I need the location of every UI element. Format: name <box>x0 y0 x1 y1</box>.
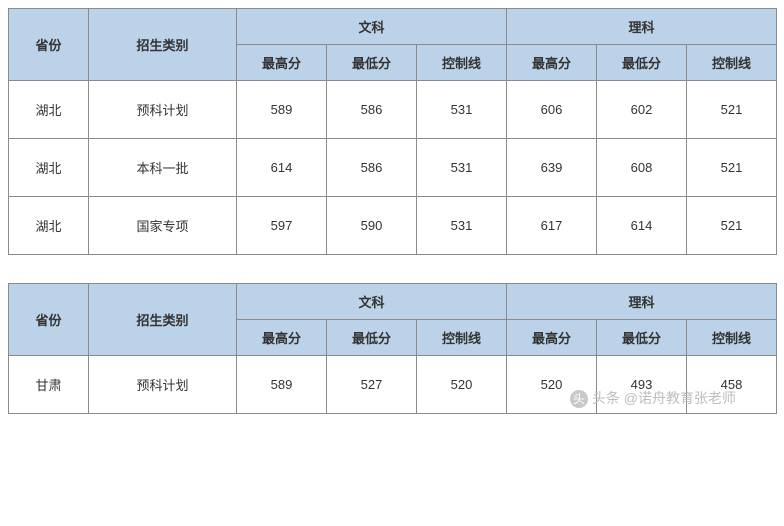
cell-category: 国家专项 <box>89 197 237 255</box>
score-table: 省份 招生类别 文科 理科 最高分 最低分 控制线 最高分 最低分 控制线 甘肃… <box>8 283 777 414</box>
cell-arts-ctrl: 531 <box>417 81 507 139</box>
hdr-sci-ctrl: 控制线 <box>687 45 777 81</box>
cell-sci-ctrl: 521 <box>687 197 777 255</box>
hdr-science-group: 理科 <box>507 284 777 320</box>
cell-sci-max: 520 <box>507 356 597 414</box>
cell-category: 本科一批 <box>89 139 237 197</box>
hdr-arts-max: 最高分 <box>237 45 327 81</box>
cell-arts-max: 589 <box>237 356 327 414</box>
table-header: 省份 招生类别 文科 理科 最高分 最低分 控制线 最高分 最低分 控制线 <box>9 9 777 81</box>
hdr-arts-ctrl: 控制线 <box>417 320 507 356</box>
cell-sci-ctrl: 521 <box>687 139 777 197</box>
hdr-arts-min: 最低分 <box>327 320 417 356</box>
table-row: 湖北 国家专项 597 590 531 617 614 521 <box>9 197 777 255</box>
hdr-province: 省份 <box>9 284 89 356</box>
table-row: 甘肃 预科计划 589 527 520 520 493 458 <box>9 356 777 414</box>
hdr-arts-max: 最高分 <box>237 320 327 356</box>
cell-arts-ctrl: 531 <box>417 139 507 197</box>
table-row: 湖北 本科一批 614 586 531 639 608 521 <box>9 139 777 197</box>
hdr-sci-ctrl: 控制线 <box>687 320 777 356</box>
cell-arts-min: 586 <box>327 139 417 197</box>
cell-arts-min: 590 <box>327 197 417 255</box>
cell-arts-ctrl: 531 <box>417 197 507 255</box>
hdr-sci-max: 最高分 <box>507 320 597 356</box>
hdr-sci-min: 最低分 <box>597 320 687 356</box>
hdr-sci-max: 最高分 <box>507 45 597 81</box>
hdr-category: 招生类别 <box>89 9 237 81</box>
table-row: 湖北 预科计划 589 586 531 606 602 521 <box>9 81 777 139</box>
cell-sci-max: 639 <box>507 139 597 197</box>
cell-arts-ctrl: 520 <box>417 356 507 414</box>
cell-arts-max: 614 <box>237 139 327 197</box>
hdr-science-group: 理科 <box>507 9 777 45</box>
cell-arts-max: 597 <box>237 197 327 255</box>
cell-sci-ctrl: 521 <box>687 81 777 139</box>
hdr-sci-min: 最低分 <box>597 45 687 81</box>
cell-arts-max: 589 <box>237 81 327 139</box>
cell-province: 湖北 <box>9 139 89 197</box>
cell-sci-min: 493 <box>597 356 687 414</box>
cell-category: 预科计划 <box>89 81 237 139</box>
cell-sci-max: 606 <box>507 81 597 139</box>
hdr-arts-group: 文科 <box>237 9 507 45</box>
table-header: 省份 招生类别 文科 理科 最高分 最低分 控制线 最高分 最低分 控制线 <box>9 284 777 356</box>
cell-sci-min: 608 <box>597 139 687 197</box>
hdr-category: 招生类别 <box>89 284 237 356</box>
cell-sci-min: 602 <box>597 81 687 139</box>
cell-sci-max: 617 <box>507 197 597 255</box>
hdr-arts-group: 文科 <box>237 284 507 320</box>
cell-province: 湖北 <box>9 81 89 139</box>
hdr-province: 省份 <box>9 9 89 81</box>
hdr-arts-ctrl: 控制线 <box>417 45 507 81</box>
hdr-arts-min: 最低分 <box>327 45 417 81</box>
score-table-1: 省份 招生类别 文科 理科 最高分 最低分 控制线 最高分 最低分 控制线 湖北… <box>8 8 776 255</box>
cell-arts-min: 586 <box>327 81 417 139</box>
cell-sci-ctrl: 458 <box>687 356 777 414</box>
cell-sci-min: 614 <box>597 197 687 255</box>
cell-province: 湖北 <box>9 197 89 255</box>
score-table-2: 省份 招生类别 文科 理科 最高分 最低分 控制线 最高分 最低分 控制线 甘肃… <box>8 283 776 414</box>
cell-province: 甘肃 <box>9 356 89 414</box>
cell-category: 预科计划 <box>89 356 237 414</box>
cell-arts-min: 527 <box>327 356 417 414</box>
score-table: 省份 招生类别 文科 理科 最高分 最低分 控制线 最高分 最低分 控制线 湖北… <box>8 8 777 255</box>
